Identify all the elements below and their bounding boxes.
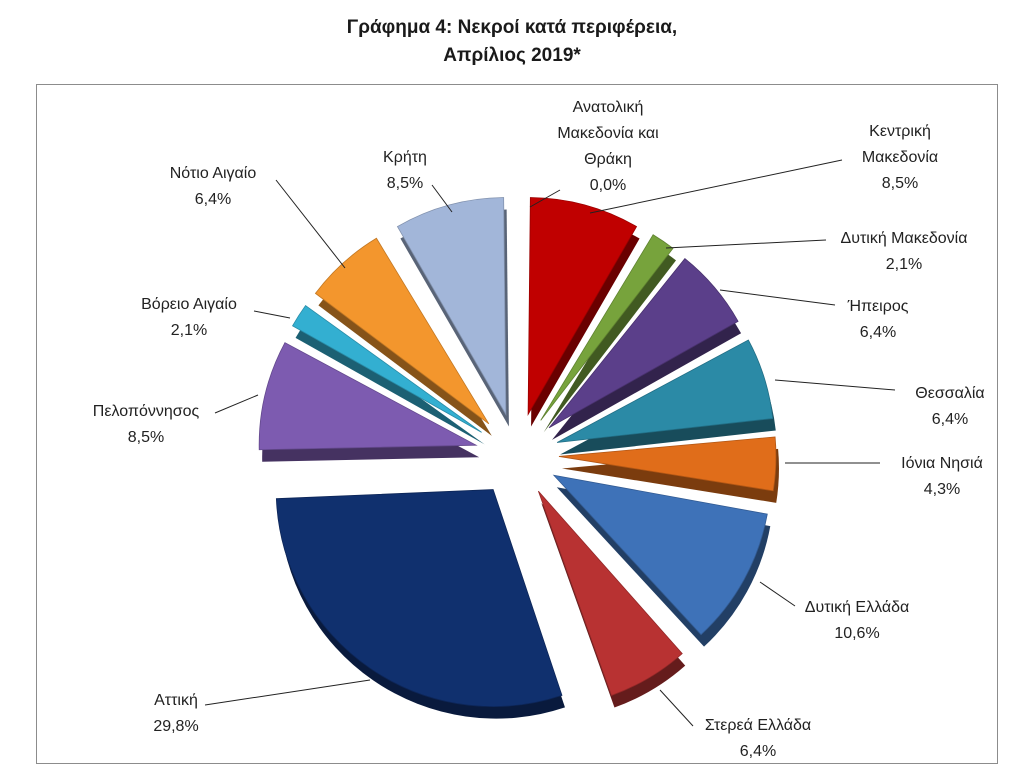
slice-label-8: Αττική 29,8% — [153, 692, 198, 735]
pie-labels: Ανατολική Μακεδονία και Θράκη 0,0% Κεντρική Μ… — [93, 99, 985, 760]
pie-slice-1 — [527, 197, 638, 417]
slice-label-1: Κεντρική Μακεδονία 8,5% — [862, 123, 938, 192]
slice-label-text: Ανατολική — [573, 99, 644, 116]
pie-slices-layer — [258, 197, 777, 707]
leader-line-8 — [204, 679, 371, 706]
leader-line-11 — [275, 179, 346, 269]
slice-label-text: Αττική — [154, 692, 198, 709]
slice-value-label: 8,5% — [882, 175, 918, 192]
chart-frame — [36, 84, 998, 764]
leader-line-2 — [665, 239, 827, 249]
slice-value-label: 6,4% — [195, 191, 231, 208]
leader-line-3 — [719, 289, 836, 306]
slice-label-text: Ήπειρος — [847, 298, 909, 315]
slice-value-label: 8,5% — [387, 175, 423, 192]
slice-label-text: Κεντρική — [869, 123, 931, 140]
slice-label-10: Βόρειο Αιγαίο 2,1% — [141, 296, 237, 339]
slice-label-text: Μακεδονία — [862, 149, 938, 166]
slice-label-text: Θεσσαλία — [915, 385, 984, 402]
slice-value-label: 6,4% — [740, 743, 776, 760]
slice-label-5: Ιόνια Νησιά 4,3% — [901, 455, 983, 498]
leader-line-4 — [774, 379, 896, 391]
slice-label-text: Πελοπόννησος — [93, 403, 200, 420]
slice-value-label: 4,3% — [924, 481, 960, 498]
slice-label-7: Στερεά Ελλάδα 6,4% — [705, 717, 811, 760]
leader-line-7 — [659, 689, 694, 727]
pie-slice-11 — [314, 237, 490, 425]
slice-label-text: Νότιο Αιγαίο — [170, 165, 257, 182]
slice-value-label: 6,4% — [932, 411, 968, 428]
pie-slice-2 — [540, 234, 674, 421]
slice-value-label: 2,1% — [886, 256, 922, 273]
slice-label-text: Δυτική Μακεδονία — [841, 230, 968, 247]
slice-value-label: 29,8% — [153, 718, 198, 735]
slice-label-3: Ήπειρος 6,4% — [847, 298, 909, 341]
slice-value-label: 2,1% — [171, 322, 207, 339]
pie-slice-2-depth — [543, 246, 676, 433]
leader-line-12 — [431, 184, 453, 213]
slice-label-text: Δυτική Ελλάδα — [805, 599, 910, 616]
slice-label-text: Στερεά Ελλάδα — [705, 717, 811, 734]
slice-label-9: Πελοπόννησος 8,5% — [93, 403, 200, 446]
slice-value-label: 0,0% — [590, 177, 626, 194]
slice-label-text: Θράκη — [584, 151, 632, 168]
chart-title-line1: Γράφημα 4: Νεκροί κατά περιφέρεια, — [346, 17, 678, 38]
leader-line-6 — [759, 581, 796, 607]
slice-value-label: 8,5% — [128, 429, 164, 446]
slice-label-text: Μακεδονία και — [557, 125, 659, 142]
slice-label-text: Βόρειο Αιγαίο — [141, 296, 237, 313]
slice-label-0: Ανατολική Μακεδονία και Θράκη 0,0% — [557, 99, 659, 194]
slice-value-label: 10,6% — [834, 625, 879, 642]
chart-title-line2: Απρίλιος 2019* — [443, 45, 581, 66]
pie-slice-8 — [275, 489, 563, 707]
pie-slice-7 — [538, 490, 683, 696]
slice-label-text: Κρήτη — [383, 149, 427, 166]
slice-label-12: Κρήτη 8,5% — [383, 149, 427, 192]
pie-slice-4 — [556, 339, 774, 443]
pie-slice-10 — [292, 305, 482, 433]
slice-label-text: Ιόνια Νησιά — [901, 455, 983, 472]
slice-value-label: 6,4% — [860, 324, 896, 341]
pie-slice-9 — [258, 342, 478, 451]
leader-line-0 — [529, 189, 561, 208]
slice-label-11: Νότιο Αιγαίο 6,4% — [170, 165, 257, 208]
slice-label-6: Δυτική Ελλάδα 10,6% — [805, 599, 910, 642]
pie-slice-12 — [396, 197, 507, 417]
slice-label-4: Θεσσαλία 6,4% — [915, 385, 984, 428]
leader-line-9 — [214, 394, 259, 414]
pie-slice-6 — [552, 474, 768, 636]
slice-label-2: Δυτική Μακεδονία 2,1% — [841, 230, 968, 273]
chart-title: Γράφημα 4: Νεκροί κατά περιφέρεια, Απρίλ… — [0, 14, 1024, 70]
leader-line-1 — [589, 159, 843, 214]
pie-slice-3 — [548, 258, 739, 429]
pie-slice-5 — [558, 436, 777, 492]
leader-line-10 — [253, 310, 291, 319]
